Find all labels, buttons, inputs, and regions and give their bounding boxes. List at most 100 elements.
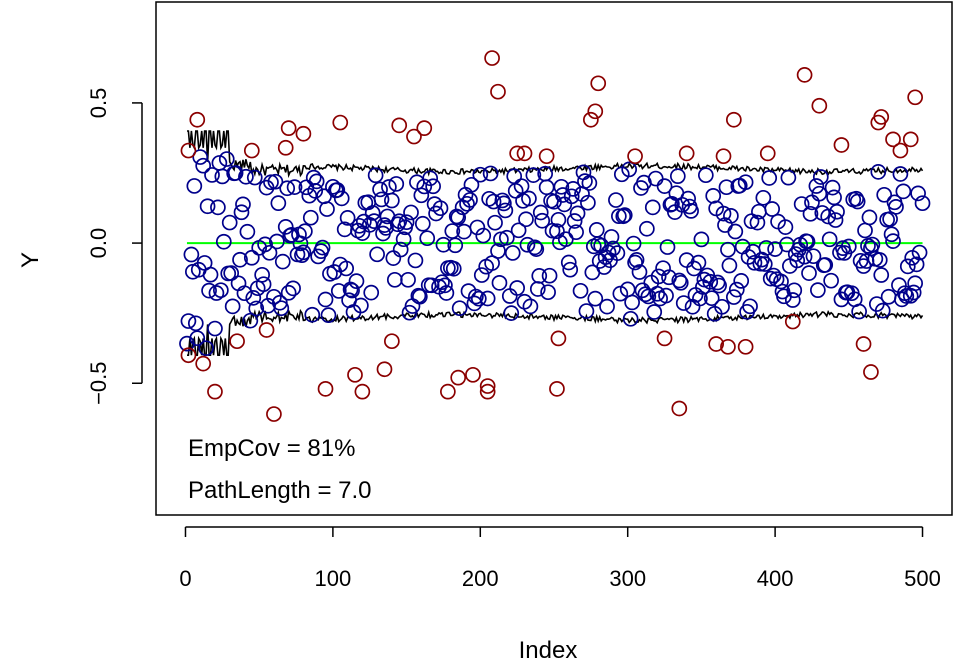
inside-point: [780, 169, 797, 186]
inside-point: [302, 209, 319, 226]
y-tick-label: −0.5: [86, 361, 111, 404]
inside-point: [236, 285, 253, 302]
inside-point: [473, 267, 490, 283]
inside-point: [344, 282, 360, 299]
inside-point: [609, 245, 626, 261]
inside-point: [503, 305, 520, 321]
y-tick-label: 0.0: [86, 228, 111, 259]
inside-point: [367, 167, 384, 184]
inside-point: [509, 280, 525, 296]
inside-point: [378, 220, 394, 236]
inside-point: [631, 264, 648, 280]
inside-point: [787, 246, 804, 262]
inside-point: [204, 167, 220, 183]
outside-point: [258, 322, 275, 338]
inside-point: [723, 207, 739, 224]
inside-point: [888, 199, 904, 215]
inside-point: [239, 223, 256, 240]
inside-point: [599, 298, 615, 315]
x-tick-label: 400: [757, 566, 794, 591]
inside-point: [339, 210, 356, 226]
inside-point: [450, 209, 467, 226]
inside-point: [297, 223, 313, 240]
inside-point: [749, 214, 766, 231]
inside-point: [224, 298, 241, 315]
outside-point: [317, 381, 334, 397]
inside-point: [612, 285, 629, 302]
inside-point: [445, 260, 462, 277]
inside-point: [578, 303, 595, 319]
empcov-annotation: EmpCov = 81%: [188, 435, 355, 462]
inside-point: [705, 188, 722, 204]
outside-point: [549, 381, 565, 397]
inside-point: [639, 220, 655, 237]
inside-point: [307, 183, 324, 199]
outside-point: [720, 338, 736, 355]
inside-point: [720, 241, 736, 258]
outside-point: [627, 148, 643, 165]
inside-point: [186, 178, 203, 194]
inside-point: [703, 290, 720, 307]
outside-point: [583, 111, 599, 128]
inside-point: [485, 193, 502, 210]
inside-point: [851, 303, 867, 320]
inside-point: [895, 183, 912, 200]
inside-point: [892, 166, 909, 182]
inside-point: [510, 222, 527, 239]
inside-point: [261, 244, 278, 261]
inside-point: [801, 265, 817, 281]
inside-point: [672, 274, 689, 291]
inside-point: [207, 320, 223, 337]
inside-point: [305, 169, 322, 186]
inside-point: [569, 205, 586, 222]
outside-point: [907, 89, 923, 106]
inside-point: [784, 292, 801, 308]
inside-point: [560, 254, 577, 271]
inside-point: [556, 196, 573, 213]
inside-point: [702, 273, 719, 290]
inside-point: [491, 274, 508, 291]
inside-point: [714, 298, 730, 315]
inside-point: [633, 180, 649, 196]
inside-point: [320, 307, 337, 324]
x-axis-title: Index: [519, 637, 578, 664]
inside-point: [621, 161, 638, 178]
inside-point: [482, 165, 499, 182]
inside-point: [532, 204, 549, 221]
inside-point: [611, 208, 627, 225]
inside-point: [468, 288, 484, 305]
inside-point: [905, 284, 922, 301]
inside-point: [425, 178, 441, 195]
outside-point: [725, 111, 742, 128]
inside-point: [232, 251, 248, 268]
inside-point: [871, 252, 888, 268]
outside-point: [538, 148, 555, 165]
inside-point: [603, 229, 620, 245]
outside-point: [678, 145, 695, 162]
inside-point: [625, 235, 642, 252]
inside-point: [692, 290, 708, 307]
outside-point: [590, 75, 607, 92]
outside-point: [796, 67, 813, 83]
inside-point: [210, 199, 226, 216]
inside-point: [644, 199, 661, 216]
inside-point: [808, 178, 825, 194]
inside-point: [627, 254, 643, 271]
outside-point: [416, 120, 433, 136]
plot-frame: [155, 1, 953, 516]
inside-point: [504, 245, 521, 261]
inside-point: [295, 244, 312, 261]
inside-point: [761, 170, 778, 186]
inside-point: [562, 261, 579, 278]
outside-point: [490, 83, 506, 100]
outside-point: [207, 383, 223, 400]
x-tick-label: 500: [904, 566, 941, 591]
inside-point: [274, 253, 291, 270]
inside-point: [908, 256, 925, 273]
inside-point: [208, 285, 225, 301]
inside-point: [233, 204, 250, 221]
inside-point: [526, 239, 543, 256]
inside-point: [466, 295, 483, 312]
inside-point: [189, 330, 206, 347]
inside-point: [721, 257, 738, 274]
